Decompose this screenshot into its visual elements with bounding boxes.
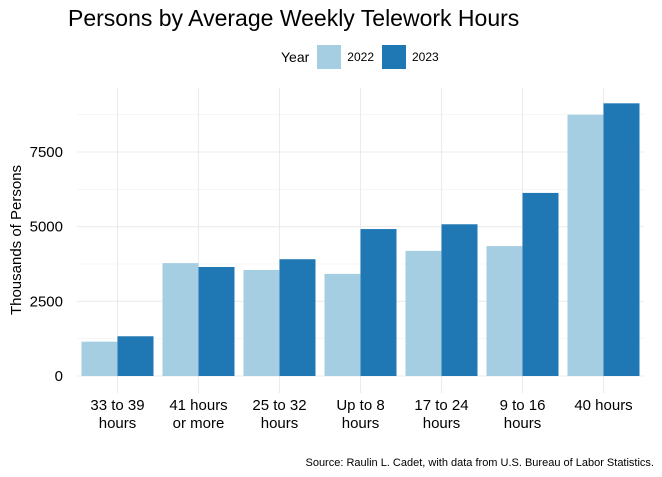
bar-2023 [522, 192, 559, 376]
chart-title: Persons by Average Weekly Telework Hours [68, 5, 520, 31]
legend-label-2023: 2023 [412, 50, 439, 64]
legend-swatch-2022 [317, 45, 342, 69]
bar-2022 [324, 273, 361, 376]
legend-swatch-2023 [382, 45, 406, 69]
bar-2022 [405, 250, 442, 376]
bar-2022 [486, 246, 523, 376]
x-tick-label: Up to 8 hours [336, 397, 384, 432]
bar-2023 [603, 103, 640, 377]
bar-layer [81, 103, 640, 377]
bar-2022 [162, 263, 199, 376]
legend-item-2022: 2022 [317, 45, 374, 69]
x-tick-label: 41 hours or more [169, 397, 227, 432]
bar-2022 [243, 269, 280, 376]
x-tick-label: 17 to 24 hours [414, 397, 468, 432]
x-tick-label: 25 to 32 hours [252, 397, 306, 432]
bar-2023 [198, 266, 235, 376]
y-tick-label: 5000 [30, 219, 63, 236]
legend-title: Year [281, 49, 310, 65]
y-tick-label: 0 [55, 368, 63, 385]
y-tick-label: 2500 [30, 293, 63, 310]
bar-2023 [360, 229, 397, 376]
y-tick-label: 7500 [30, 144, 63, 161]
bar-2023 [279, 259, 316, 376]
bar-2022 [81, 341, 118, 376]
x-tick-label: 33 to 39 hours [90, 397, 144, 432]
bar-2023 [117, 336, 154, 376]
bar-2022 [567, 114, 604, 377]
legend: Year 2022 2023 [281, 44, 447, 70]
x-tick-label: 40 hours [574, 397, 632, 414]
axis-layer: 0 2500 5000 7500 33 to 39 hours 41 hours or mor… [30, 144, 633, 432]
source-note: Source: Raulin L. Cadet, with data from … [305, 457, 654, 469]
legend-label-2022: 2022 [347, 50, 374, 64]
y-axis-label: Thousands of Persons [8, 165, 25, 315]
bar-2023 [441, 224, 478, 376]
legend-item-2023: 2023 [382, 45, 439, 69]
x-tick-label: 9 to 16 hours [500, 397, 546, 432]
